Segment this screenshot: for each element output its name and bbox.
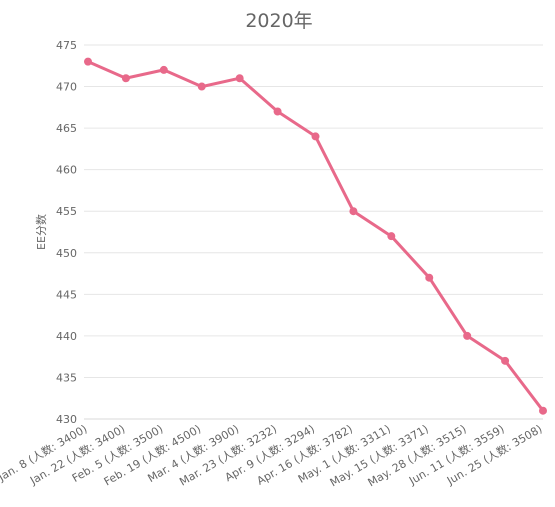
y-tick-label: 450: [56, 247, 77, 260]
data-point[interactable]: [349, 207, 358, 216]
series-line: [86, 60, 545, 413]
y-tick-label: 445: [56, 288, 77, 301]
y-tick-label: 460: [56, 164, 77, 177]
y-tick-label: 435: [56, 371, 77, 384]
chart-title: 2020年: [245, 10, 312, 32]
gridlines: [84, 44, 543, 420]
data-point[interactable]: [121, 74, 130, 83]
data-point[interactable]: [463, 331, 472, 340]
data-point[interactable]: [235, 74, 244, 83]
data-point[interactable]: [273, 107, 282, 116]
y-axis-ticks: 475 470 465 460 455 450 445 440 435 430: [56, 39, 77, 426]
data-point[interactable]: [311, 132, 320, 141]
y-tick-label: 465: [56, 122, 77, 135]
data-point[interactable]: [84, 57, 92, 66]
y-tick-label: 470: [56, 81, 77, 94]
y-tick-label: 475: [56, 39, 77, 52]
y-axis-title: EE分数: [35, 214, 48, 250]
data-point[interactable]: [501, 356, 510, 365]
data-point[interactable]: [539, 406, 547, 415]
series-layer: [84, 57, 547, 415]
y-tick-label: 455: [56, 205, 77, 218]
y-tick-label: 440: [56, 330, 77, 343]
data-point[interactable]: [197, 82, 206, 91]
data-point[interactable]: [159, 65, 168, 74]
y-tick-label: 430: [56, 413, 77, 426]
data-point[interactable]: [425, 273, 434, 282]
x-axis-ticks: Jan. 8 (人数: 3400)Jan. 22 (人数: 3400)Feb. …: [0, 422, 545, 489]
data-point[interactable]: [387, 232, 396, 241]
